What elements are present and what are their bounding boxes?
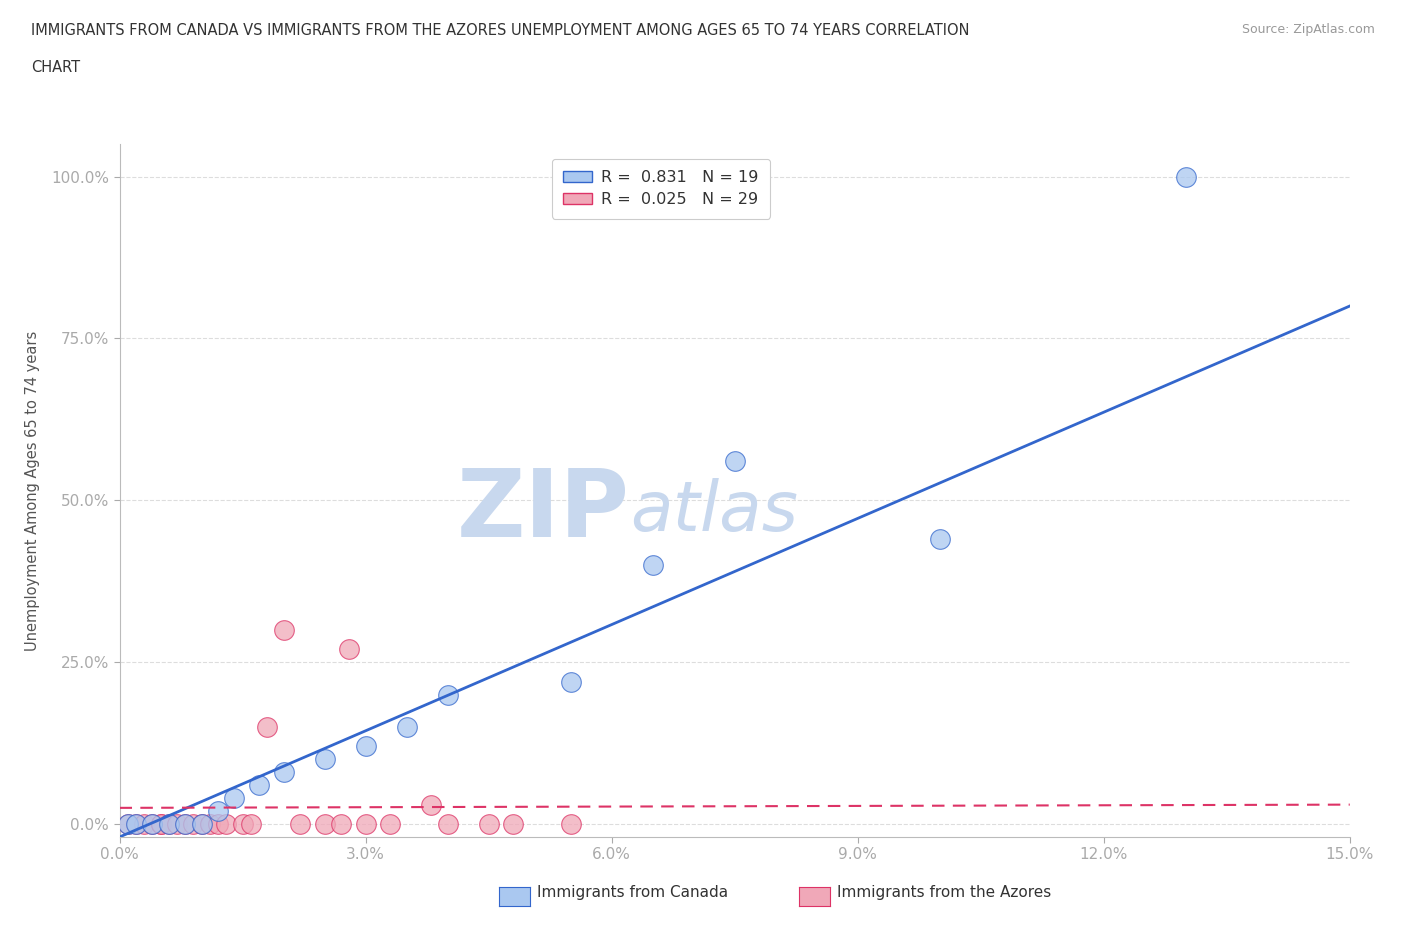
Point [157,817,180,831]
Point [190,817,212,831]
Point [1174,169,1197,184]
Point [149,817,172,831]
Point [273,622,295,637]
Text: ZIP: ZIP [457,465,630,557]
Point [207,817,229,831]
Text: Immigrants from the Azores: Immigrants from the Azores [837,885,1050,900]
Point [560,817,582,831]
Point [330,817,353,831]
Point [125,817,148,831]
Text: CHART: CHART [31,60,80,75]
Point [157,817,180,831]
Point [198,817,221,831]
Point [314,751,336,766]
Point [231,817,254,831]
Point [354,817,377,831]
Point [125,817,148,831]
Text: Source: ZipAtlas.com: Source: ZipAtlas.com [1241,23,1375,36]
Text: Immigrants from Canada: Immigrants from Canada [537,885,728,900]
Point [117,817,139,831]
Point [174,817,197,831]
Point [117,817,139,831]
Point [239,817,262,831]
Point [380,817,402,831]
Point [190,817,212,831]
Legend: R =  0.831   N = 19, R =  0.025   N = 29: R = 0.831 N = 19, R = 0.025 N = 29 [551,159,770,219]
Point [207,804,229,818]
Point [478,817,501,831]
Point [560,674,582,689]
Point [141,817,163,831]
Point [928,532,950,547]
Point [149,817,172,831]
Point [183,817,205,831]
Point [641,558,664,573]
Point [436,687,458,702]
Point [132,817,156,831]
Point [288,817,311,831]
Point [273,764,295,779]
Point [436,817,458,831]
Point [354,739,377,754]
Point [502,817,524,831]
Text: atlas: atlas [630,478,799,545]
Point [395,720,418,735]
Text: IMMIGRANTS FROM CANADA VS IMMIGRANTS FROM THE AZORES UNEMPLOYMENT AMONG AGES 65 : IMMIGRANTS FROM CANADA VS IMMIGRANTS FRO… [31,23,969,38]
Point [166,817,188,831]
Point [224,790,246,805]
Point [174,817,197,831]
Point [314,817,336,831]
Point [247,777,270,792]
Point [724,454,747,469]
Point [256,720,278,735]
Point [141,817,163,831]
Point [420,797,443,812]
Y-axis label: Unemployment Among Ages 65 to 74 years: Unemployment Among Ages 65 to 74 years [25,330,39,651]
Point [337,642,360,657]
Point [215,817,238,831]
